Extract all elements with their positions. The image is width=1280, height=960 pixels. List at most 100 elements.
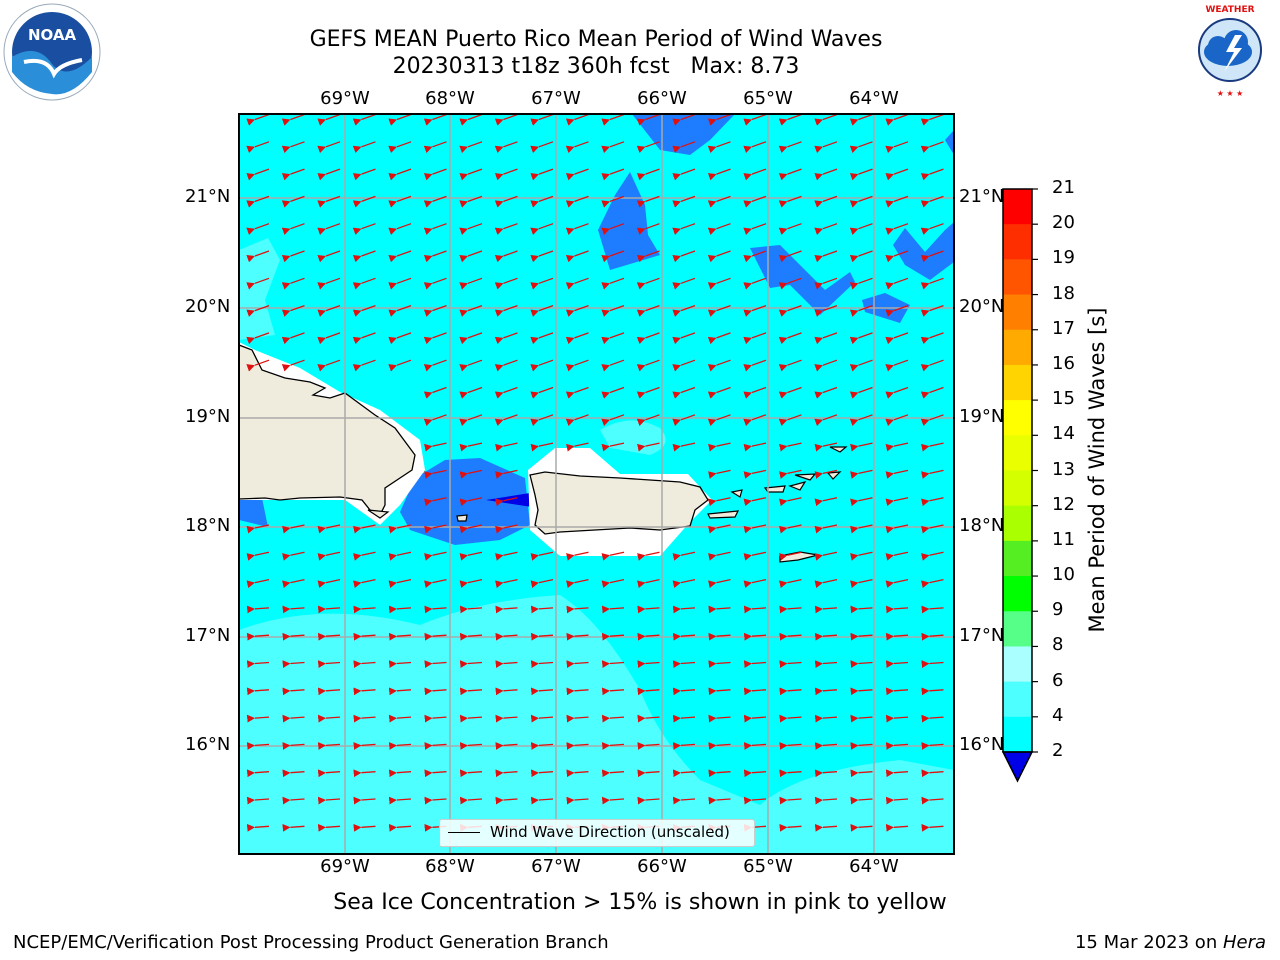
wind-wave-arrow	[282, 714, 305, 723]
wind-wave-arrow	[814, 332, 838, 345]
wind-wave-arrow	[814, 660, 838, 668]
wind-wave-arrow	[885, 742, 909, 750]
wind-wave-arrow	[743, 714, 767, 723]
wind-wave-arrow	[317, 551, 341, 561]
land-hispaniola	[239, 344, 416, 516]
wind-wave-arrow	[494, 414, 518, 427]
wind-wave-arrow	[495, 524, 518, 534]
wind-wave-arrow	[352, 223, 376, 235]
land-culebra	[730, 489, 743, 498]
wind-wave-arrow	[885, 332, 909, 345]
wind-wave-arrow	[849, 168, 873, 181]
wind-wave-arrow	[885, 769, 909, 778]
wind-wave-arrow	[352, 332, 376, 345]
wind-wave-arrow	[388, 359, 412, 372]
wind-wave-arrow	[707, 304, 731, 317]
lon-label-bottom: 66°W	[637, 856, 687, 877]
wind-wave-arrow	[566, 578, 589, 589]
wind-wave-arrow	[246, 660, 270, 668]
wind-wave-arrow	[849, 304, 873, 317]
wind-wave-arrow	[779, 769, 802, 778]
wind-wave-arrow	[530, 742, 554, 750]
wind-wave-arrow	[672, 250, 696, 263]
map-legend: Wind Wave Direction (unscaled)	[439, 819, 755, 847]
wind-wave-arrow	[920, 168, 944, 181]
wind-wave-arrow	[317, 660, 341, 668]
wind-wave-arrow	[388, 714, 412, 723]
wind-wave-arrow	[672, 414, 696, 427]
wind-wave-arrow	[743, 223, 767, 235]
wind-wave-arrow	[353, 632, 376, 641]
colorbar-tick-label: 10	[1052, 564, 1075, 586]
wind-wave-arrow	[637, 742, 660, 750]
wind-wave-arrow	[566, 687, 589, 696]
lat-label-right: 17°N	[959, 625, 1005, 646]
wind-wave-arrow	[778, 195, 802, 208]
wind-wave-arrow	[637, 714, 660, 723]
colorbar-tick-label: 15	[1052, 388, 1075, 410]
wind-wave-arrow	[601, 250, 625, 263]
wind-wave-arrow	[672, 332, 696, 345]
lon-label-top: 66°W	[637, 88, 687, 109]
wind-wave-arrow	[353, 742, 376, 750]
wind-wave-arrow	[282, 605, 305, 614]
wind-wave-arrow	[779, 796, 802, 805]
wind-wave-arrow	[353, 687, 376, 696]
wind-wave-arrow	[849, 386, 873, 399]
wind-wave-arrow	[388, 796, 412, 805]
wind-wave-arrow	[743, 195, 767, 208]
wind-wave-arrow	[494, 141, 518, 154]
wind-wave-arrow	[459, 605, 483, 614]
wind-wave-arrow	[707, 386, 731, 399]
wind-wave-arrow	[637, 660, 660, 668]
wind-wave-arrow	[530, 332, 554, 345]
wind-wave-arrow	[423, 386, 447, 399]
wind-wave-arrow	[921, 742, 944, 750]
wind-wave-arrow	[921, 578, 944, 589]
wind-wave-arrow	[424, 742, 447, 750]
legend-label: Wind Wave Direction (unscaled)	[490, 823, 730, 841]
colorbar-tick-label: 6	[1052, 669, 1064, 691]
wind-wave-arrow	[778, 414, 802, 427]
wind-wave-arrow	[672, 714, 696, 723]
wind-wave-arrow	[743, 304, 767, 317]
wind-wave-arrow	[281, 250, 305, 263]
wind-wave-arrow	[814, 632, 838, 641]
wind-wave-arrow	[849, 277, 873, 290]
wind-wave-arrow	[282, 632, 305, 641]
wind-wave-arrow	[494, 359, 518, 372]
wind-wave-arrow	[885, 386, 909, 399]
wind-wave-arrow	[920, 114, 944, 126]
wind-wave-arrow	[494, 250, 518, 263]
wind-wave-arrow	[743, 332, 767, 345]
wind-wave-arrow	[885, 632, 909, 641]
wind-wave-arrow	[601, 714, 625, 723]
wind-wave-arrow	[317, 195, 341, 208]
wind-wave-arrow	[459, 277, 483, 290]
wind-wave-arrow	[850, 714, 873, 723]
wind-wave-arrow	[317, 304, 341, 317]
wind-wave-arrow	[388, 332, 412, 345]
wind-wave-arrow	[565, 223, 589, 235]
colorbar-tick-label: 4	[1052, 704, 1064, 726]
wind-wave-arrow	[637, 605, 660, 614]
wind-wave-arrow	[317, 769, 341, 778]
chart-title: GEFS MEAN Puerto Rico Mean Period of Win…	[309, 27, 883, 52]
wind-wave-arrow	[495, 714, 518, 723]
lon-label-bottom: 69°W	[320, 856, 370, 877]
wind-wave-arrow	[459, 660, 483, 668]
wind-wave-arrow	[246, 277, 270, 290]
wind-wave-arrow	[850, 605, 873, 614]
wind-wave-arrow	[814, 304, 838, 317]
wind-wave-arrow	[317, 332, 341, 345]
wind-wave-arrow	[814, 769, 838, 778]
wind-wave-arrow	[814, 796, 838, 805]
wind-wave-arrow	[424, 524, 447, 534]
wind-wave-arrow	[601, 578, 625, 589]
wind-wave-arrow	[495, 687, 518, 696]
wind-wave-arrow	[743, 141, 767, 154]
wind-wave-arrow	[849, 332, 873, 345]
wind-wave-arrow	[779, 660, 802, 668]
wind-wave-arrow	[388, 823, 412, 832]
wind-wave-arrow	[423, 277, 447, 290]
